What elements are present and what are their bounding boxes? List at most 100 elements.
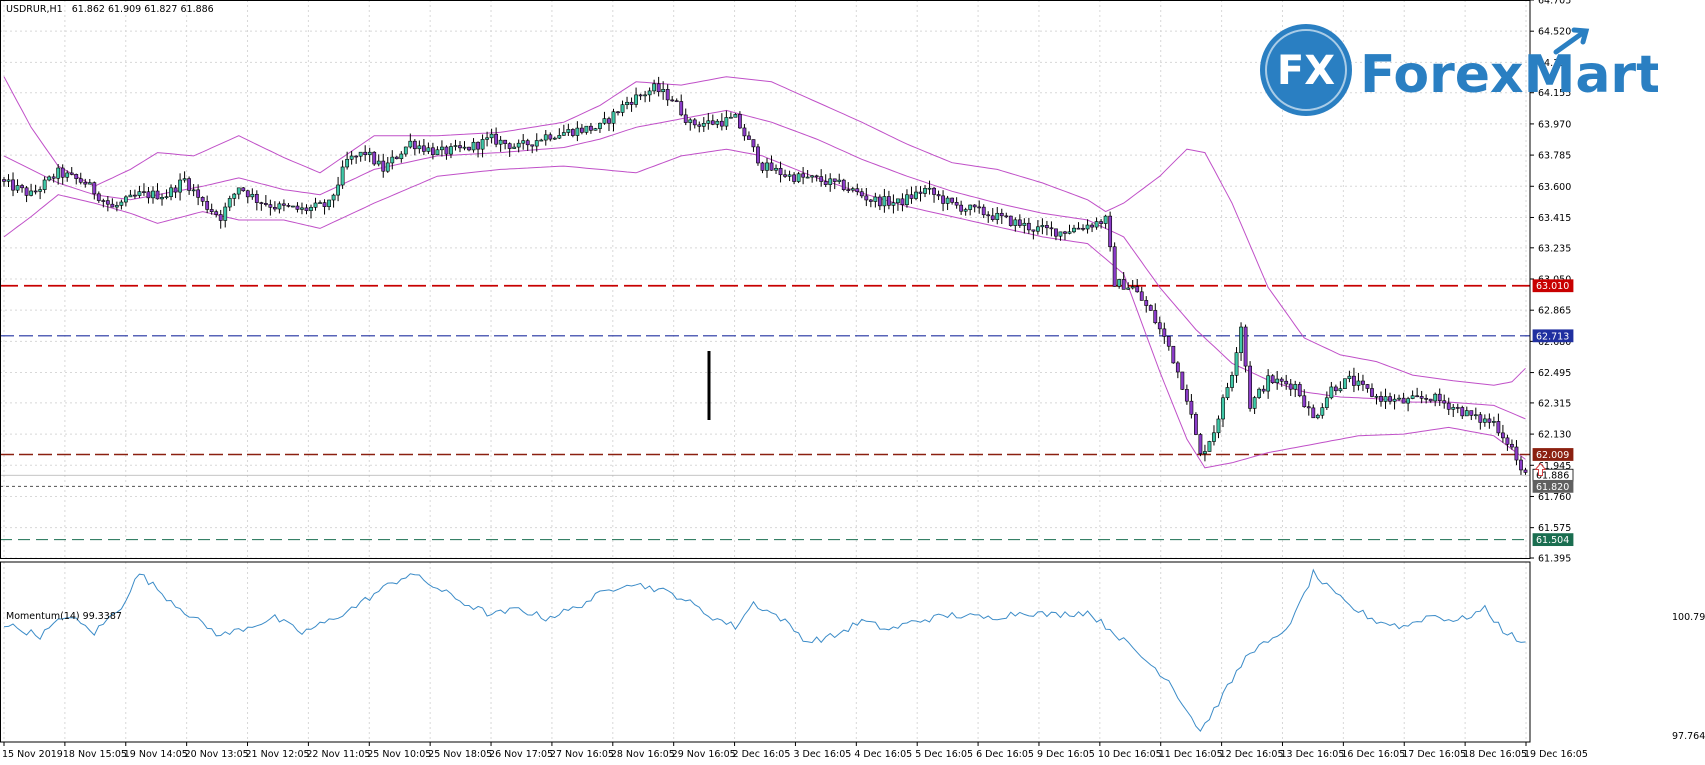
candle-body: [923, 188, 927, 194]
candle-body: [1243, 326, 1248, 367]
candle-body: [42, 179, 47, 190]
candle-body: [223, 206, 228, 221]
candle-body: [566, 129, 571, 133]
candle-body: [909, 194, 914, 199]
candle-body: [394, 156, 399, 160]
candle-body: [796, 173, 801, 182]
candle-body: [1108, 215, 1113, 248]
candle-body: [1035, 226, 1040, 232]
candle-body: [173, 187, 178, 193]
candle-body: [828, 178, 833, 185]
candle-body: [444, 146, 449, 155]
candle-body: [1352, 375, 1356, 386]
candle-body: [218, 214, 223, 221]
candle-body: [679, 101, 684, 116]
candle-body: [769, 162, 774, 171]
candle-body: [78, 178, 83, 183]
candle-body: [706, 120, 711, 124]
candle-body: [1329, 386, 1334, 399]
candle-body: [363, 151, 368, 156]
candle-body: [656, 83, 661, 93]
candle-body: [421, 145, 426, 152]
candle-body: [1216, 418, 1221, 434]
candle-body: [1510, 443, 1514, 448]
candle-body: [575, 127, 580, 136]
candle-body: [719, 120, 724, 127]
candle-body: [1157, 322, 1162, 330]
chart-annotations: [707, 351, 1547, 476]
price-tick-label: 63.785: [1538, 151, 1571, 162]
candle-body: [855, 188, 860, 193]
candle-body: [579, 127, 584, 133]
candle-body: [521, 140, 526, 144]
candle-body: [1026, 222, 1031, 231]
momentum-label: Momentum(14) 99.3387: [6, 611, 122, 622]
candle-body: [512, 146, 517, 149]
candle-body: [607, 118, 611, 124]
candle-body: [602, 118, 607, 124]
level-badge: [1532, 329, 1574, 343]
candle-body: [232, 193, 237, 199]
time-tick-label: 17 Dec 16:05: [1402, 749, 1466, 760]
candle-body: [349, 155, 354, 160]
candle-body: [1419, 396, 1424, 399]
candle-body: [1523, 469, 1528, 473]
candle-body: [38, 189, 43, 192]
candle-body: [178, 179, 182, 193]
candle-body: [927, 187, 932, 190]
candle-body: [480, 139, 485, 150]
candle-body: [114, 205, 119, 208]
symbol-label: USDRUR,H1: [6, 4, 63, 15]
candle-body: [999, 212, 1004, 217]
candle-body: [886, 196, 891, 206]
time-tick-label: 25 Nov 18:05: [428, 749, 492, 760]
candle-body: [33, 190, 38, 193]
candle-body: [408, 140, 413, 148]
level-badge: [1532, 533, 1574, 547]
candle-body: [674, 100, 679, 103]
candle-body: [200, 197, 205, 202]
level-badge: [1532, 279, 1574, 293]
candle-body: [1315, 414, 1320, 419]
candle-body: [1058, 231, 1063, 237]
candle-body: [1198, 434, 1203, 454]
candle-body: [665, 89, 670, 101]
candle-body: [1085, 224, 1090, 230]
candle-body: [692, 119, 697, 126]
candle-body: [449, 146, 453, 155]
time-tick-label: 16 Dec 16:05: [1341, 749, 1405, 760]
price-tick-label: 64.520: [1538, 27, 1571, 38]
time-tick-label: 4 Dec 16:05: [854, 749, 912, 760]
candle-body: [814, 175, 819, 178]
candle-body: [1117, 279, 1122, 287]
candle-body: [701, 123, 706, 127]
candle-body: [977, 206, 982, 209]
candle-body: [137, 191, 142, 196]
candle-body: [92, 182, 97, 195]
candle-body: [155, 190, 160, 200]
candle-body: [74, 174, 79, 179]
candle-body: [1221, 397, 1225, 420]
candle-body: [1478, 414, 1483, 423]
candle-body: [891, 202, 896, 206]
candle-body: [2, 179, 6, 182]
candle-body: [1175, 362, 1180, 373]
candle-body: [570, 129, 575, 136]
candle-body: [589, 125, 593, 131]
candle-body: [516, 142, 521, 148]
candle-body: [652, 83, 657, 92]
candle-body: [697, 124, 702, 127]
candle-body: [1501, 432, 1505, 439]
candle-body: [1162, 328, 1167, 337]
candle-body: [209, 209, 214, 212]
candle-body: [1072, 227, 1076, 233]
candle-body: [950, 197, 955, 203]
candle-body: [259, 202, 264, 204]
candle-body: [1049, 227, 1054, 230]
candle-body: [354, 155, 359, 158]
candle-body: [503, 139, 508, 144]
candle-body: [534, 140, 539, 147]
candle-body: [385, 162, 390, 172]
time-tick-label: 15 Nov 2019: [2, 749, 63, 760]
